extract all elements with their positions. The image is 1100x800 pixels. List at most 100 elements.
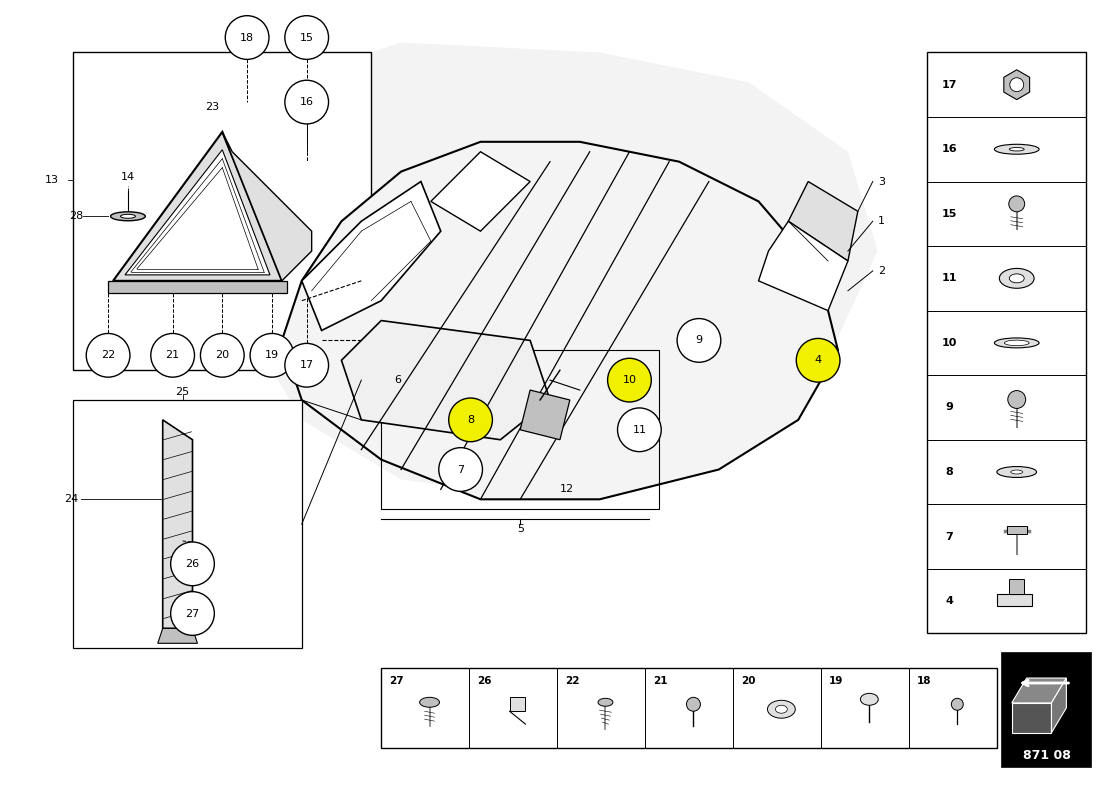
Text: 19: 19	[829, 676, 844, 686]
Circle shape	[200, 334, 244, 377]
FancyBboxPatch shape	[927, 53, 1087, 634]
FancyBboxPatch shape	[74, 53, 372, 370]
Ellipse shape	[997, 466, 1036, 478]
Text: 9: 9	[945, 402, 953, 413]
Circle shape	[285, 80, 329, 124]
Polygon shape	[242, 42, 878, 499]
Text: 1: 1	[878, 216, 884, 226]
Text: 10: 10	[942, 338, 957, 348]
Polygon shape	[301, 182, 441, 330]
Text: 8: 8	[945, 467, 953, 477]
Text: 27: 27	[186, 609, 199, 618]
Text: 871 08: 871 08	[1023, 749, 1070, 762]
Polygon shape	[222, 132, 311, 281]
Circle shape	[1010, 78, 1024, 92]
FancyBboxPatch shape	[927, 53, 1087, 117]
Circle shape	[952, 698, 964, 710]
FancyBboxPatch shape	[1002, 654, 1091, 767]
Circle shape	[617, 408, 661, 452]
Polygon shape	[157, 629, 198, 643]
Polygon shape	[789, 182, 858, 261]
Polygon shape	[1004, 70, 1030, 100]
FancyBboxPatch shape	[1006, 526, 1026, 534]
Text: 13: 13	[44, 174, 58, 185]
Ellipse shape	[1004, 340, 1030, 346]
Text: 8: 8	[468, 415, 474, 425]
Text: 7: 7	[945, 531, 953, 542]
Text: 6: 6	[394, 375, 402, 385]
Polygon shape	[282, 142, 838, 499]
Circle shape	[170, 592, 214, 635]
Text: 3: 3	[878, 177, 884, 186]
Circle shape	[1009, 196, 1025, 212]
Text: 17: 17	[299, 360, 314, 370]
Ellipse shape	[768, 700, 795, 718]
Polygon shape	[431, 152, 530, 231]
Text: 23: 23	[206, 102, 219, 112]
FancyBboxPatch shape	[382, 668, 997, 747]
Circle shape	[285, 343, 329, 387]
Ellipse shape	[1000, 269, 1034, 288]
Ellipse shape	[598, 698, 613, 706]
Text: 22: 22	[565, 676, 580, 686]
FancyBboxPatch shape	[1009, 579, 1024, 594]
Text: 11: 11	[632, 425, 647, 434]
Polygon shape	[1052, 678, 1066, 733]
Text: 7: 7	[458, 465, 464, 474]
Ellipse shape	[994, 144, 1040, 154]
Ellipse shape	[1010, 147, 1024, 151]
Text: 17: 17	[942, 80, 957, 90]
Ellipse shape	[994, 338, 1040, 348]
Text: 21: 21	[166, 350, 179, 360]
Circle shape	[285, 16, 329, 59]
Polygon shape	[759, 222, 848, 310]
Circle shape	[439, 448, 483, 491]
Polygon shape	[125, 150, 270, 275]
Text: 25: 25	[176, 387, 189, 397]
Text: 16: 16	[942, 144, 957, 154]
FancyBboxPatch shape	[509, 698, 526, 711]
Text: 4: 4	[815, 355, 822, 366]
Text: 19: 19	[265, 350, 279, 360]
Text: 15: 15	[299, 33, 314, 42]
FancyBboxPatch shape	[108, 281, 287, 293]
Circle shape	[686, 698, 701, 711]
Circle shape	[796, 338, 840, 382]
Text: 24: 24	[64, 494, 78, 504]
Polygon shape	[520, 390, 570, 440]
Text: 11: 11	[942, 274, 957, 283]
FancyBboxPatch shape	[997, 594, 1032, 606]
Text: 1985: 1985	[638, 272, 800, 329]
Circle shape	[151, 334, 195, 377]
Ellipse shape	[419, 698, 440, 707]
Ellipse shape	[1011, 470, 1023, 474]
Text: 18: 18	[917, 676, 932, 686]
Text: 20: 20	[216, 350, 230, 360]
Text: 2: 2	[878, 266, 884, 276]
Text: 9: 9	[695, 335, 703, 346]
Text: 18: 18	[240, 33, 254, 42]
Text: 15: 15	[942, 209, 957, 219]
Text: 20: 20	[741, 676, 756, 686]
Circle shape	[226, 16, 270, 59]
Circle shape	[449, 398, 493, 442]
Text: 28: 28	[69, 211, 84, 222]
Circle shape	[86, 334, 130, 377]
Circle shape	[1008, 390, 1025, 409]
Text: a passion for cars since 1985: a passion for cars since 1985	[388, 412, 613, 427]
Polygon shape	[163, 420, 192, 629]
Text: 4: 4	[945, 596, 953, 606]
Text: 21: 21	[653, 676, 668, 686]
Circle shape	[678, 318, 721, 362]
Text: 22: 22	[101, 350, 116, 360]
Text: 12: 12	[560, 484, 574, 494]
Circle shape	[170, 542, 214, 586]
Text: 10: 10	[623, 375, 637, 385]
Ellipse shape	[776, 706, 788, 714]
Ellipse shape	[860, 694, 878, 706]
Text: 5: 5	[517, 524, 524, 534]
Polygon shape	[1012, 678, 1066, 703]
Text: 27: 27	[389, 676, 404, 686]
Text: 16: 16	[299, 97, 314, 107]
Ellipse shape	[121, 214, 135, 218]
